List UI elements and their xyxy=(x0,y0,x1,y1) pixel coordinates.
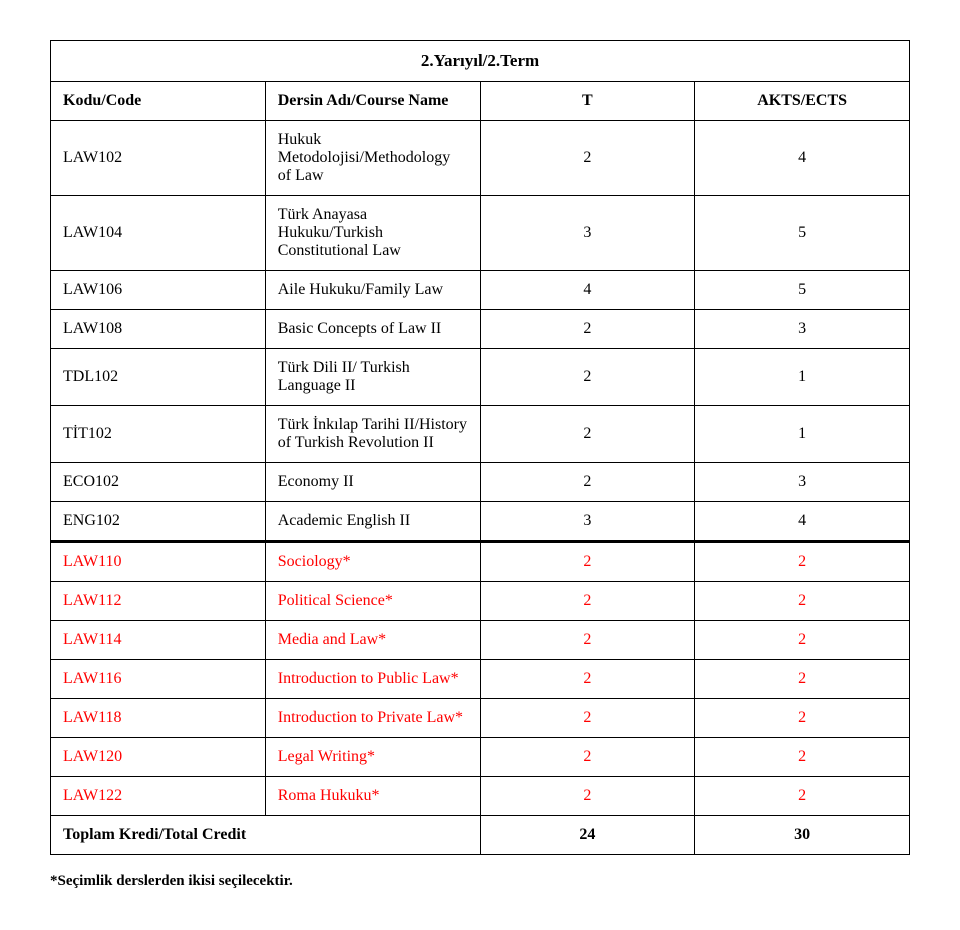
table-row: LAW118 Introduction to Private Law* 2 2 xyxy=(51,699,910,738)
course-name: Academic English II xyxy=(265,502,480,542)
course-name: Introduction to Private Law* xyxy=(265,699,480,738)
table-row: LAW116 Introduction to Public Law* 2 2 xyxy=(51,660,910,699)
course-t: 4 xyxy=(480,271,695,310)
course-t: 2 xyxy=(480,582,695,621)
course-code: LAW120 xyxy=(51,738,266,777)
course-code: LAW110 xyxy=(51,542,266,582)
footnote: *Seçimlik derslerden ikisi seçilecektir. xyxy=(50,873,910,890)
header-ects: AKTS/ECTS xyxy=(695,82,910,121)
course-code: LAW114 xyxy=(51,621,266,660)
header-name: Dersin Adı/Course Name xyxy=(265,82,480,121)
course-ects: 3 xyxy=(695,310,910,349)
table-row: TDL102 Türk Dili II/ Turkish Language II… xyxy=(51,349,910,406)
table-row: LAW120 Legal Writing* 2 2 xyxy=(51,738,910,777)
table-row: TİT102 Türk İnkılap Tarihi II/History of… xyxy=(51,406,910,463)
course-name: Economy II xyxy=(265,463,480,502)
total-row: Toplam Kredi/Total Credit 24 30 xyxy=(51,816,910,855)
course-ects: 4 xyxy=(695,121,910,196)
course-code: LAW112 xyxy=(51,582,266,621)
course-ects: 2 xyxy=(695,542,910,582)
table-row: ENG102 Academic English II 3 4 xyxy=(51,502,910,542)
course-code: LAW102 xyxy=(51,121,266,196)
course-table: 2.Yarıyıl/2.Term Kodu/Code Dersin Adı/Co… xyxy=(50,40,910,855)
course-t: 3 xyxy=(480,196,695,271)
course-code: LAW116 xyxy=(51,660,266,699)
table-row: ECO102 Economy II 2 3 xyxy=(51,463,910,502)
table-row: LAW112 Political Science* 2 2 xyxy=(51,582,910,621)
course-code: TDL102 xyxy=(51,349,266,406)
course-name: Media and Law* xyxy=(265,621,480,660)
course-ects: 4 xyxy=(695,502,910,542)
course-name: Basic Concepts of Law II xyxy=(265,310,480,349)
course-t: 2 xyxy=(480,121,695,196)
header-row: Kodu/Code Dersin Adı/Course Name T AKTS/… xyxy=(51,82,910,121)
total-label: Toplam Kredi/Total Credit xyxy=(51,816,481,855)
course-t: 2 xyxy=(480,738,695,777)
table-row: LAW104 Türk Anayasa Hukuku/Turkish Const… xyxy=(51,196,910,271)
course-name: Türk Dili II/ Turkish Language II xyxy=(265,349,480,406)
course-code: ENG102 xyxy=(51,502,266,542)
course-t: 2 xyxy=(480,310,695,349)
course-name: Hukuk Metodolojisi/Methodology of Law xyxy=(265,121,480,196)
course-name: Sociology* xyxy=(265,542,480,582)
course-t: 2 xyxy=(480,660,695,699)
course-ects: 1 xyxy=(695,406,910,463)
course-ects: 2 xyxy=(695,699,910,738)
total-ects: 30 xyxy=(695,816,910,855)
total-t: 24 xyxy=(480,816,695,855)
table-row: LAW110 Sociology* 2 2 xyxy=(51,542,910,582)
course-ects: 2 xyxy=(695,777,910,816)
header-t: T xyxy=(480,82,695,121)
table-row: LAW122 Roma Hukuku* 2 2 xyxy=(51,777,910,816)
course-ects: 3 xyxy=(695,463,910,502)
course-ects: 5 xyxy=(695,196,910,271)
title-row: 2.Yarıyıl/2.Term xyxy=(51,41,910,82)
course-code: ECO102 xyxy=(51,463,266,502)
course-code: LAW106 xyxy=(51,271,266,310)
course-name: Legal Writing* xyxy=(265,738,480,777)
course-t: 3 xyxy=(480,502,695,542)
course-code: LAW118 xyxy=(51,699,266,738)
course-ects: 2 xyxy=(695,621,910,660)
course-name: Türk İnkılap Tarihi II/History of Turkis… xyxy=(265,406,480,463)
course-t: 2 xyxy=(480,463,695,502)
course-t: 2 xyxy=(480,699,695,738)
header-code: Kodu/Code xyxy=(51,82,266,121)
table-row: LAW108 Basic Concepts of Law II 2 3 xyxy=(51,310,910,349)
course-code: TİT102 xyxy=(51,406,266,463)
term-title: 2.Yarıyıl/2.Term xyxy=(51,41,910,82)
course-name: Aile Hukuku/Family Law xyxy=(265,271,480,310)
course-t: 2 xyxy=(480,777,695,816)
course-t: 2 xyxy=(480,542,695,582)
table-row: LAW102 Hukuk Metodolojisi/Methodology of… xyxy=(51,121,910,196)
course-t: 2 xyxy=(480,349,695,406)
course-code: LAW122 xyxy=(51,777,266,816)
course-t: 2 xyxy=(480,406,695,463)
table-row: LAW106 Aile Hukuku/Family Law 4 5 xyxy=(51,271,910,310)
course-name: Roma Hukuku* xyxy=(265,777,480,816)
course-ects: 5 xyxy=(695,271,910,310)
course-name: Political Science* xyxy=(265,582,480,621)
course-code: LAW108 xyxy=(51,310,266,349)
course-ects: 1 xyxy=(695,349,910,406)
course-code: LAW104 xyxy=(51,196,266,271)
course-name: Introduction to Public Law* xyxy=(265,660,480,699)
course-ects: 2 xyxy=(695,738,910,777)
table-row: LAW114 Media and Law* 2 2 xyxy=(51,621,910,660)
course-t: 2 xyxy=(480,621,695,660)
course-ects: 2 xyxy=(695,582,910,621)
course-ects: 2 xyxy=(695,660,910,699)
course-name: Türk Anayasa Hukuku/Turkish Constitution… xyxy=(265,196,480,271)
